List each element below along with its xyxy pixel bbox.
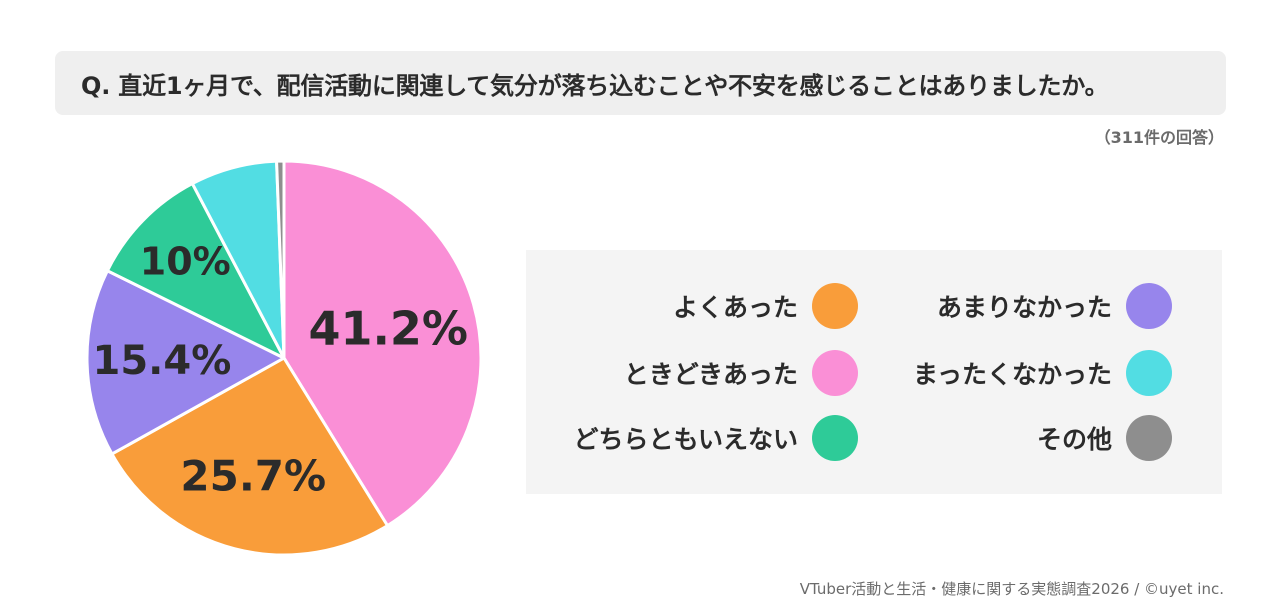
legend-item-neutral: どちらともいえない (528, 414, 858, 462)
pie-slice-3 (105, 182, 286, 360)
legend-swatch (1126, 415, 1172, 461)
pie-data-label-2: 15.4% (93, 338, 232, 384)
source-credit: VTuber活動と生活・健康に関する実態調査2026 / ©uyet inc. (799, 580, 1224, 598)
legend-swatch (812, 283, 858, 329)
legend-swatch (1126, 283, 1172, 329)
legend-swatch (812, 350, 858, 396)
pie-data-label-1: 25.7% (180, 452, 326, 501)
pie-slice-2 (85, 269, 286, 456)
legend-swatch (812, 415, 858, 461)
legend: よくあった あまりなかった ときどきあった まったくなかった どちらともいえない… (526, 250, 1222, 494)
question-text: Q. 直近1ヶ月で、配信活動に関連して気分が落ち込むことや不安を感じることはあり… (81, 71, 1109, 100)
legend-item-rarely: あまりなかった (842, 282, 1172, 330)
legend-label: どちらともいえない (573, 425, 798, 454)
legend-item-other: その他 (842, 414, 1172, 462)
legend-label: あまりなかった (936, 293, 1112, 322)
legend-item-never: まったくなかった (842, 349, 1172, 397)
question-banner: Q. 直近1ヶ月で、配信活動に関連して気分が落ち込むことや不安を感じることはあり… (55, 51, 1226, 115)
legend-label: まったくなかった (912, 360, 1112, 389)
legend-item-often: よくあった (528, 282, 858, 330)
legend-label: その他 (1036, 425, 1112, 454)
legend-swatch (1126, 350, 1172, 396)
legend-label: よくあった (672, 293, 798, 322)
pie-slice-1 (110, 356, 389, 557)
pie-slice-5 (275, 159, 286, 360)
pie-data-label-0: 41.2% (308, 301, 468, 355)
legend-label: ときどきあった (623, 360, 798, 389)
response-count: （311件の回答） (1094, 128, 1224, 147)
pie-data-label-3: 10% (140, 240, 231, 284)
pie-slice-0 (282, 159, 483, 528)
legend-item-sometimes: ときどきあった (528, 349, 858, 397)
